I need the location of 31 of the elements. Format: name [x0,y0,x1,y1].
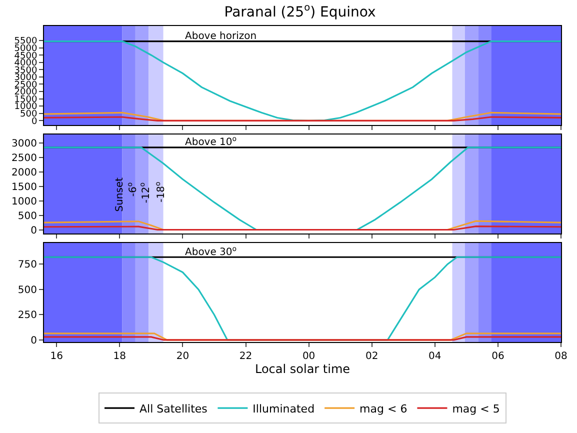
y-tick-label: 2000 [12,168,37,179]
annotation: Above horizon [185,31,257,42]
x-tick-label: 16 [50,351,63,362]
x-tick-label: 18 [113,351,126,362]
y-tick-label: 0 [30,225,37,236]
x-tick-label: 06 [492,351,504,362]
y-tick-label: 3000 [12,138,37,150]
legend-label: mag < 6 [360,402,408,416]
legend-label: All Satellites [140,402,208,416]
y-tick-label: 500 [18,210,37,222]
y-tick-label: 0 [30,335,37,346]
y-tick-label: 500 [18,284,37,296]
y-tick-label: 250 [18,310,37,322]
x-tick-label: 22 [239,351,252,362]
annotation: Sunset [114,177,126,212]
x-tick-label: 02 [365,351,378,362]
y-tick-label: 750 [18,260,37,271]
x-tick-label: 08 [554,351,568,362]
annotation: Above 30$^{o}$ [185,245,237,258]
legend-label: Illuminated [252,402,315,416]
x-tick-label: 04 [428,351,442,362]
y-tick-label: 2500 [12,153,37,164]
annotation: Above 10$^{o}$ [185,135,237,148]
chart-title: Paranal (25$^{o}$) Equinox [224,2,376,20]
x-tick-label: 00 [302,351,316,362]
legend-label: mag < 5 [452,402,500,416]
y-tick-label: 1500 [12,182,37,193]
x-axis-title: Local solar time [254,362,350,376]
y-tick-label: 0 [31,116,38,127]
y-tick-label: 1000 [12,196,37,208]
x-tick-label: 20 [176,351,190,362]
